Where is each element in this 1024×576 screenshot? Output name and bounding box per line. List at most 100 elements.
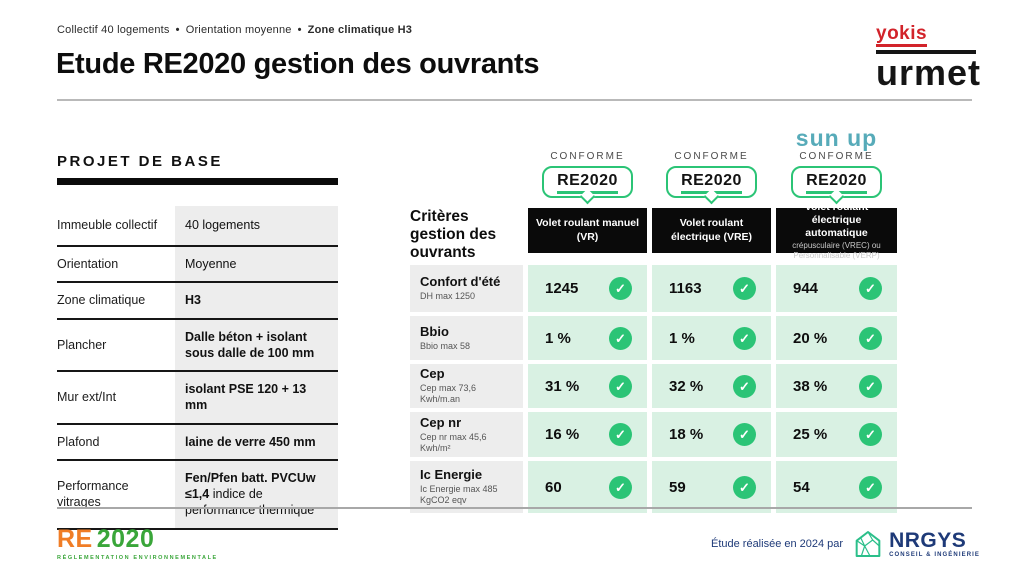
check-icon: ✓ xyxy=(609,374,632,398)
spacer xyxy=(410,116,523,204)
value-cell: 54 ✓ xyxy=(776,461,897,514)
row-label: Performance vitrages xyxy=(57,478,129,510)
breadcrumb-segment: Collectif 40 logements xyxy=(57,24,170,36)
project-table: Immeuble collectif 40 logements Orientat… xyxy=(57,206,338,530)
value-cell: 18 % ✓ xyxy=(652,412,771,458)
breadcrumb-separator: • xyxy=(297,24,302,36)
row-label: Immeuble collectif xyxy=(57,218,158,233)
value-cell: 1 % ✓ xyxy=(528,316,647,361)
nrgys-wordmark: NRGYS xyxy=(889,529,967,552)
projet-de-base-title: PROJET DE BASE xyxy=(57,153,223,170)
re2020-badge-label: RE2020 xyxy=(806,172,867,194)
check-icon: ✓ xyxy=(609,423,632,447)
credit-text: Étude réalisée en 2024 par xyxy=(710,538,844,550)
table-row: Zone climatique H3 xyxy=(57,282,338,319)
row-label: Plafond xyxy=(57,434,100,449)
check-icon: ✓ xyxy=(733,326,756,350)
value: 20 % xyxy=(793,329,828,347)
criterion-note: Ic Energie max 485 KgCO2 eqv xyxy=(420,484,498,506)
conforme-label: CONFORME xyxy=(550,151,625,162)
value: 944 xyxy=(793,280,819,298)
check-icon: ✓ xyxy=(859,326,882,350)
check-icon: ✓ xyxy=(733,277,756,301)
value: 1245 xyxy=(545,280,579,298)
header-divider xyxy=(57,99,972,101)
row-value: Dalle béton + isolant sous dalle de 100 … xyxy=(175,318,338,371)
value-cell: 31 % ✓ xyxy=(528,364,647,409)
conforme-badge-vr: CONFORME RE2020 xyxy=(528,116,647,205)
row-label: Orientation xyxy=(57,257,119,271)
comparison-panel: CONFORME RE2020 CONFORME RE2020 sun up C… xyxy=(410,116,897,514)
nrgys-logo: NRGYS CONSEIL & INGÉNIERIE xyxy=(852,528,980,560)
value: 25 % xyxy=(793,426,828,444)
row-value-normal: 40 logements xyxy=(185,218,261,233)
title-underline-bar xyxy=(57,178,338,185)
table-row: Plafond laine de verre 450 mm xyxy=(57,423,338,460)
column-title: Volet roulant électrique (VRE) xyxy=(670,217,753,243)
value-cell: 20 % ✓ xyxy=(776,316,897,361)
column-title: Volet roulant électrique automatique xyxy=(804,200,869,239)
check-icon: ✓ xyxy=(859,423,882,447)
table-row: Plancher Dalle béton + isolant sous dall… xyxy=(57,318,338,371)
row-value: isolant PSE 120 + 13 mm xyxy=(175,371,338,424)
criterion-note: Bbio max 58 xyxy=(420,340,471,351)
check-icon: ✓ xyxy=(859,277,882,301)
criterion-name: Bbio xyxy=(420,323,449,339)
sunup-logo: sun up xyxy=(795,125,878,151)
row-value-strong: laine de verre 450 mm xyxy=(185,434,316,449)
criterion-name: Cep nr xyxy=(420,414,462,430)
value-cell: 1 % ✓ xyxy=(652,316,771,361)
check-icon: ✓ xyxy=(609,326,632,350)
row-value-strong: Fen/Pfen batt. PVCUw ≤1,4 xyxy=(185,470,316,501)
column-subtitle: crépusculaire (VREC) ou Personnalisable … xyxy=(792,241,881,260)
value: 60 xyxy=(545,478,562,496)
projet-de-base-panel: PROJET DE BASE Immeuble collectif 40 log… xyxy=(57,153,338,530)
yokis-urmet-logo: yokis urmet xyxy=(876,24,982,93)
nrgys-house-icon xyxy=(855,531,881,557)
value: 32 % xyxy=(669,377,704,395)
value: 1163 xyxy=(669,280,702,298)
check-icon: ✓ xyxy=(733,374,756,398)
criterion-note: DH max 1250 xyxy=(420,291,476,302)
column-title: Volet roulant manuel (VR) xyxy=(535,217,640,243)
row-value-strong: isolant PSE 120 + 13 mm xyxy=(185,382,307,413)
re2020-logo-subtitle: RÉGLEMENTATION ENVIRONNEMENTALE xyxy=(57,555,218,561)
page-title: Etude RE2020 gestion des ouvrants xyxy=(56,48,540,80)
value: 54 xyxy=(793,478,810,496)
row-value-strong: H3 xyxy=(185,293,201,308)
table-row: Orientation Moyenne xyxy=(57,246,338,283)
value: 16 % xyxy=(545,426,580,444)
value: 1 % xyxy=(669,329,695,347)
table-row: Mur ext/Int isolant PSE 120 + 13 mm xyxy=(57,371,338,424)
row-label: Zone climatique xyxy=(57,293,146,308)
row-value-strong: Dalle béton + isolant sous dalle de 100 … xyxy=(185,329,315,360)
re2020-logo: RE 2020 RÉGLEMENTATION ENVIRONNEMENTALE xyxy=(57,525,218,562)
breadcrumb: Collectif 40 logements • Orientation moyen… xyxy=(57,24,412,36)
row-value-normal: Moyenne xyxy=(185,257,237,271)
urmet-wordmark: urmet xyxy=(876,50,982,93)
value-cell: 25 % ✓ xyxy=(776,412,897,458)
criterion-name: Cep xyxy=(420,366,445,382)
criterion-cell: Cep Cep max 73,6 Kwh/m.an xyxy=(410,364,523,409)
row-value: laine de verre 450 mm xyxy=(175,423,338,460)
criterion-note: Cep nr max 45,6 Kwh/m² xyxy=(420,431,487,453)
re2020-logo-re: RE xyxy=(57,525,93,553)
value-cell: 1163 ✓ xyxy=(652,265,771,313)
check-icon: ✓ xyxy=(733,423,756,447)
re2020-badge-label: RE2020 xyxy=(681,172,742,194)
value-cell: 1245 ✓ xyxy=(528,265,647,313)
row-value: H3 xyxy=(175,282,338,319)
criterion-note: Cep max 73,6 Kwh/m.an xyxy=(420,383,477,405)
conforme-badge-vre: CONFORME RE2020 xyxy=(652,116,771,205)
criterion-cell: Bbio Bbio max 58 xyxy=(410,316,523,361)
conforme-label: CONFORME xyxy=(799,151,874,162)
value: 38 % xyxy=(793,377,828,395)
breadcrumb-separator: • xyxy=(175,24,180,36)
re2020-badge-label: RE2020 xyxy=(557,172,618,194)
value: 31 % xyxy=(545,377,580,395)
conforme-badge-sunup: sun up CONFORME RE2020 xyxy=(776,116,897,205)
row-value: Moyenne xyxy=(175,246,338,283)
check-icon: ✓ xyxy=(733,475,756,499)
criteria-header: Critères gestion des ouvrants xyxy=(410,208,497,261)
row-label: Mur ext/Int xyxy=(57,390,117,405)
